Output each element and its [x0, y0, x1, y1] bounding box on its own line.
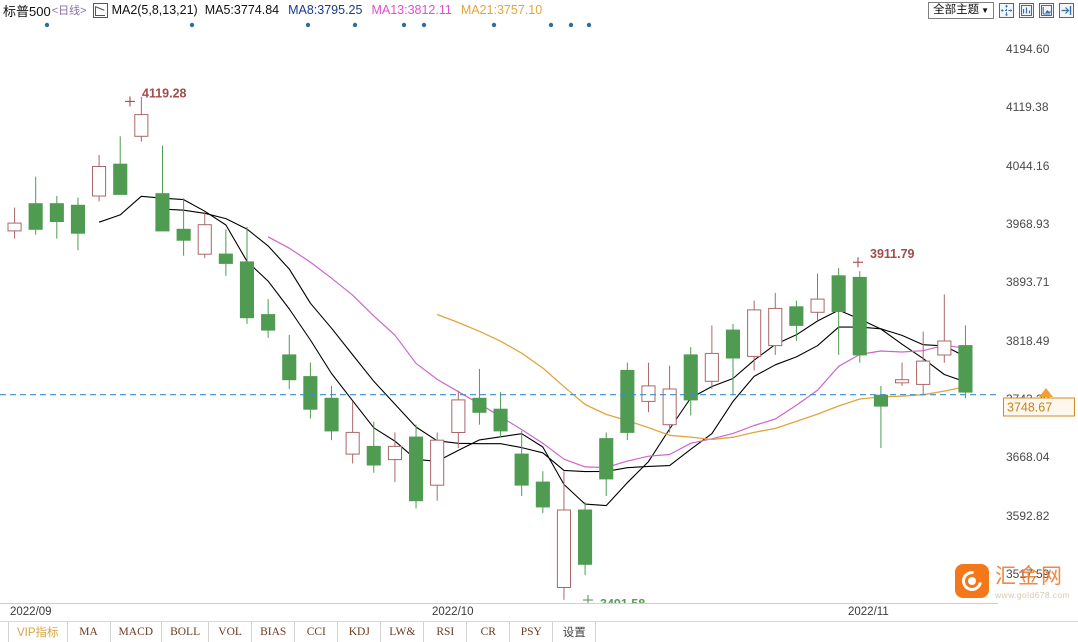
indicator-tab-cci[interactable]: CCI [295, 622, 339, 642]
last-price-badge[interactable]: 3748.67 [1003, 397, 1075, 417]
svg-text:4119.28: 4119.28 [142, 86, 187, 100]
symbol-name: 标普500 [3, 3, 51, 19]
chart-header: 标普500 <日线> MA2(5,8,13,21) MA5:3774.84 MA… [0, 0, 1078, 20]
price-tick-label: 3968.93 [1006, 216, 1050, 231]
price-tick-label: 4044.16 [1006, 158, 1050, 173]
ma-definition: MA2(5,8,13,21) [111, 3, 198, 17]
time-axis: 2022/09 2022/10 2022/11 [0, 603, 998, 623]
watermark-url: www.gold678.com [995, 590, 1070, 600]
price-axis[interactable]: 4194.60 4119.38 4044.16 3968.93 3893.71 3818.… [998, 20, 1078, 603]
price-tick-label: 3818.49 [1006, 333, 1050, 348]
indicator-tab-vol[interactable]: VOL [209, 622, 253, 642]
indicator-tab-lw[interactable]: LW& [381, 622, 425, 642]
indicator-tab-kdj[interactable]: KDJ [338, 622, 382, 642]
scroll-right-icon[interactable] [1059, 3, 1074, 18]
indicator-tab-macd[interactable]: MACD [111, 622, 163, 642]
indicator-tab-rsi[interactable]: RSI [424, 622, 468, 642]
svg-text:3491.58: 3491.58 [600, 597, 645, 603]
chart-line-icon [92, 2, 108, 18]
price-tick-label: 4119.38 [1006, 100, 1049, 115]
indicator-tab-bias[interactable]: BIAS [252, 622, 296, 642]
indicator-tab-ma[interactable]: MA [68, 622, 111, 642]
theme-selector-button[interactable]: 全部主题 ▼ [928, 2, 994, 19]
time-tick-label: 2022/11 [848, 606, 889, 618]
ma8-value: MA8:3795.25 [288, 3, 363, 17]
plot-svg: 4119.28 3911.79 3491.58 [0, 22, 998, 603]
watermark-text: 汇金网 www.gold678.com [995, 564, 1070, 601]
header-indicator-readout: 标普500 <日线> MA2(5,8,13,21) MA5:3774.84 MA… [0, 1, 551, 20]
logo-icon [955, 564, 990, 598]
ma13-value: MA13:3812.11 [371, 3, 452, 17]
price-tick-label: 3517.59 [1006, 566, 1050, 581]
time-tick-label: 2022/09 [10, 606, 52, 618]
indicator-tab-psy[interactable]: PSY [510, 622, 554, 642]
price-tick-label: 3668.04 [1006, 450, 1050, 465]
indicator-tab-boll[interactable]: BOLL [162, 622, 210, 642]
shrink-chart-icon[interactable] [1039, 3, 1054, 18]
header-tools: 全部主题 ▼ [928, 2, 1074, 19]
indicator-tab-[interactable]: 设置 [553, 622, 597, 642]
symbol-period: <日线> [51, 5, 87, 17]
indicator-tab-vip[interactable]: VIP指标 [8, 622, 68, 642]
svg-text:3911.79: 3911.79 [870, 247, 915, 261]
price-tick-label: 3592.82 [1006, 508, 1050, 523]
crosshair-move-icon[interactable] [999, 3, 1014, 18]
ma21-value: MA21:3757.10 [460, 3, 543, 17]
chevron-down-icon: ▼ [981, 6, 989, 15]
toolbar-spacer [596, 622, 1078, 642]
ma5-value: MA5:3774.84 [204, 3, 280, 17]
time-tick-label: 2022/10 [432, 606, 474, 618]
indicator-toolbar: VIP指标 MA MACD BOLL VOL BIAS CCI KDJ LW& RSI CR PSY 设… [0, 621, 1078, 642]
price-tick-label: 3893.71 [1006, 275, 1050, 290]
price-tick-label: 4194.60 [1006, 41, 1050, 56]
watermark: 汇金网 www.gold678.com [955, 564, 1070, 600]
fit-chart-icon[interactable] [1019, 3, 1034, 18]
indicator-tab-cr[interactable]: CR [467, 622, 511, 642]
chart-container: 4119.28 3911.79 3491.58 4194.60 4119.38 4044… [0, 20, 1078, 622]
candlestick-plot[interactable]: 4119.28 3911.79 3491.58 [0, 20, 998, 603]
last-price-arrow-icon [1039, 387, 1053, 397]
watermark-name: 汇金网 [995, 565, 1065, 588]
theme-selector-label: 全部主题 [933, 4, 980, 16]
